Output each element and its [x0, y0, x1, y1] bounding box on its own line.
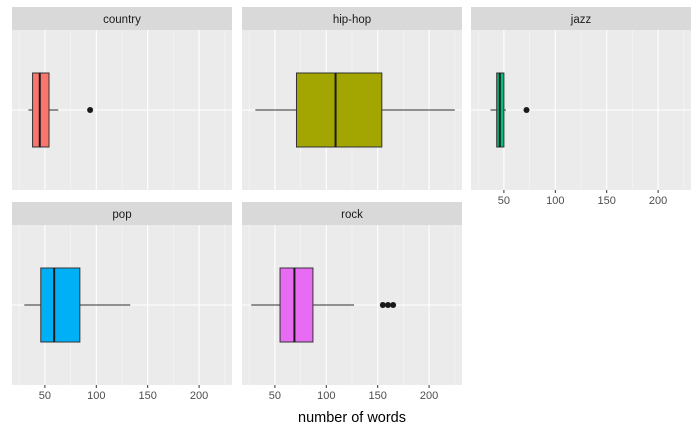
- facet-panels: country hip-hop jazz 50 100 150 200 pop 50 100 150…: [12, 7, 691, 402]
- x-tick-label: 150: [139, 390, 157, 402]
- facet-panel-country: country: [12, 7, 232, 190]
- strip-background: [12, 202, 232, 225]
- strip-label: jazz: [570, 14, 592, 26]
- x-tick-label: 200: [190, 390, 208, 402]
- outlier-point: [390, 302, 397, 308]
- outlier-point: [379, 302, 386, 308]
- box-hip-hop: [295, 72, 383, 148]
- x-axis-title: number of words: [298, 410, 406, 426]
- x-tick-label: 50: [269, 390, 281, 402]
- strip-label: country: [103, 14, 141, 26]
- strip-label: hip-hop: [333, 14, 371, 26]
- strip-background: [242, 202, 462, 225]
- strip-background: [12, 7, 232, 30]
- strip-background: [471, 7, 691, 30]
- x-tick-label: 50: [498, 195, 510, 207]
- x-tick-label: 100: [87, 390, 105, 402]
- box-pop: [40, 267, 81, 343]
- strip-label: pop: [112, 209, 131, 221]
- x-tick-label: 200: [649, 195, 667, 207]
- outlier-point: [523, 107, 530, 113]
- facet-panel-jazz: jazz 50 100 150 200: [471, 7, 691, 207]
- outlier-point: [384, 302, 391, 308]
- x-tick-label: 200: [420, 390, 438, 402]
- facet-panel-hip-hop: hip-hop: [242, 7, 462, 190]
- strip-label: rock: [341, 209, 363, 221]
- x-tick-label: 50: [39, 390, 51, 402]
- facet-panel-pop: pop 50 100 150 200: [12, 202, 232, 402]
- x-tick-label: 100: [546, 195, 564, 207]
- x-tick-label: 150: [369, 390, 387, 402]
- x-tick-label: 150: [598, 195, 616, 207]
- outlier-point: [87, 107, 94, 113]
- box-country: [32, 72, 50, 148]
- strip-background: [242, 7, 462, 30]
- x-tick-label: 100: [317, 390, 335, 402]
- box-rock: [279, 267, 314, 343]
- facet-panel-rock: rock 50 100 150 200: [242, 202, 462, 402]
